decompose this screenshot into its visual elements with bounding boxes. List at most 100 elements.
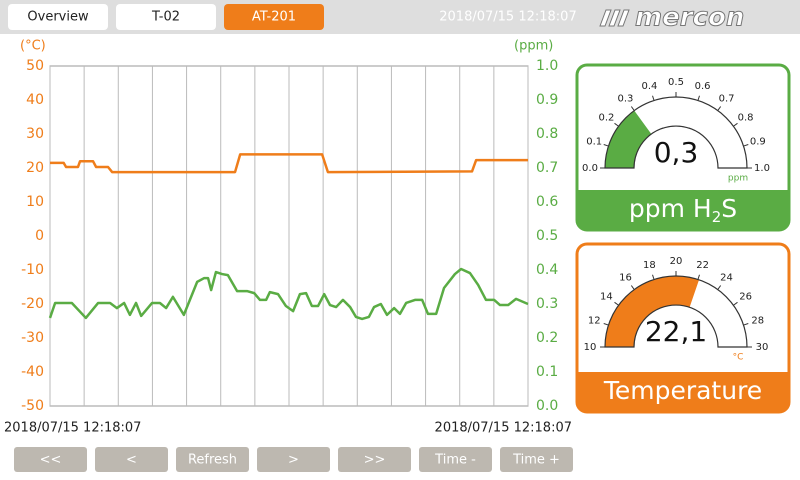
gauge-fill [605,110,652,168]
tab-label[interactable]: AT-201 [252,10,296,25]
y-tick-label: 40 [26,92,44,108]
datetime: 2018/07/15 12:18:07 [439,10,576,25]
gauge-tick-label: 0.1 [586,136,602,147]
gauge-unit: °C [733,353,744,363]
y-tick-label: 20 [26,160,44,176]
gauge-tick-label: 0.9 [750,136,766,147]
gauge-tick-label: 22 [696,260,709,271]
tab[interactable] [8,4,108,30]
button[interactable] [95,447,168,472]
gauge-tick [630,285,635,290]
gauge-tick-label: 26 [739,291,752,302]
y-tick-label: 0 [35,228,44,244]
tab-label[interactable]: T-02 [151,10,180,25]
gauge-value: 0,3 [654,136,699,169]
gauge-tick-label: 24 [720,272,733,283]
gauge-title-band [577,372,789,412]
gauge-tick [733,122,738,127]
x-end-label: 2018/07/15 12:18:07 [435,421,572,436]
gauge-tick-label: 0.7 [719,93,735,104]
button-label[interactable]: > [288,453,299,468]
gauge-value: 22,1 [645,315,707,348]
y-tick-label: 10 [26,194,44,210]
gauge-tick [614,122,619,127]
gauge-tick-label: 20 [670,256,683,267]
tab[interactable] [116,4,216,30]
tab[interactable] [224,4,324,30]
y-tick-label: -30 [21,330,44,346]
data-line [50,153,528,174]
y2-tick-label: 0.4 [536,262,558,278]
gauge-tick-label: 0.5 [668,77,684,88]
gauge-unit: ppm [728,174,748,184]
gauge-tick [743,323,749,326]
gauge-title-part: S [721,194,737,223]
gauge-title-part: 2 [712,208,722,226]
logo-stripes [599,9,630,27]
gauge-tick [603,323,609,326]
y2-axis-unit: (ppm) [514,39,553,54]
button[interactable] [419,447,492,472]
gauge-title-band [577,190,789,230]
gauge-tick-label: 1.0 [754,163,770,174]
gauge-tick [733,301,738,306]
y2-tick-label: 0.7 [536,160,558,176]
gauge-tick-label: 0.8 [738,112,754,123]
logo: mercon [635,3,744,33]
gauge-tick [697,95,700,101]
gauge-outline [604,275,748,348]
gauge-tick-label: 0.3 [617,93,633,104]
button-label[interactable]: Time - [434,453,476,468]
button[interactable] [500,447,573,472]
button[interactable] [257,447,330,472]
y2-tick-label: 0.0 [536,398,558,414]
y2-tick-label: 0.8 [536,126,558,142]
button-label[interactable]: < [126,453,137,468]
button[interactable] [176,447,249,472]
gauge-tick-label: 0.2 [598,112,614,123]
button[interactable] [14,447,87,472]
gauge-tick-label: 16 [619,272,632,283]
y2-tick-label: 0.1 [536,364,558,380]
y2-tick-label: 1.0 [536,58,558,74]
gauge-tick-label: 28 [751,315,764,326]
gauge-tick [652,95,655,101]
y-tick-label: -40 [21,364,44,380]
y-tick-label: 30 [26,126,44,142]
y2-tick-label: 0.3 [536,296,558,312]
y-tick-label: -20 [21,296,44,312]
gauge-tick-label: 14 [600,291,613,302]
data-line [48,267,529,321]
button-label[interactable]: >> [364,453,386,468]
gauge-title: ppm H2S [629,194,737,226]
y2-tick-label: 0.6 [536,194,558,210]
tab-label[interactable]: Overview [27,10,89,25]
gauge-tick [717,285,722,290]
y2-tick-label: 0.5 [536,228,558,244]
gauge-tick [717,106,722,111]
button[interactable] [338,447,411,472]
button-label[interactable]: Refresh [188,453,237,468]
gauge-tick [614,301,619,306]
gauge-outline [604,96,748,169]
button-label[interactable]: Time + [512,453,560,468]
gauge-tick [697,274,700,280]
y-tick-label: -50 [21,398,44,414]
gauge-tick [652,274,655,280]
y-tick-label: 50 [26,58,44,74]
gauge-tick-label: 12 [588,315,601,326]
y-tick-label: -10 [21,262,44,278]
gauge-tick [630,106,635,111]
gauge-tick-label: 30 [756,342,769,353]
gauge-tick-label: 18 [643,260,656,271]
gauge-title-part: ppm H [629,194,712,223]
gauge-tick [603,144,609,147]
gauge-tick-label: 0.4 [641,81,657,92]
gauge-tick-label: 0.0 [582,163,598,174]
gauge-fill [605,276,699,347]
gauge-title-part: Temperature [603,376,762,405]
x-start-label: 2018/07/15 12:18:07 [4,421,141,436]
y-axis-unit: (°C) [20,39,46,54]
gauge-title: Temperature [603,376,762,405]
button-label[interactable]: << [40,453,62,468]
